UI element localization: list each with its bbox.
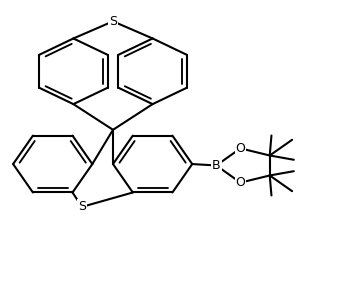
Text: B: B xyxy=(212,159,220,172)
Text: S: S xyxy=(78,200,86,213)
Text: O: O xyxy=(236,142,245,155)
Text: O: O xyxy=(236,176,245,189)
Text: S: S xyxy=(109,15,117,28)
